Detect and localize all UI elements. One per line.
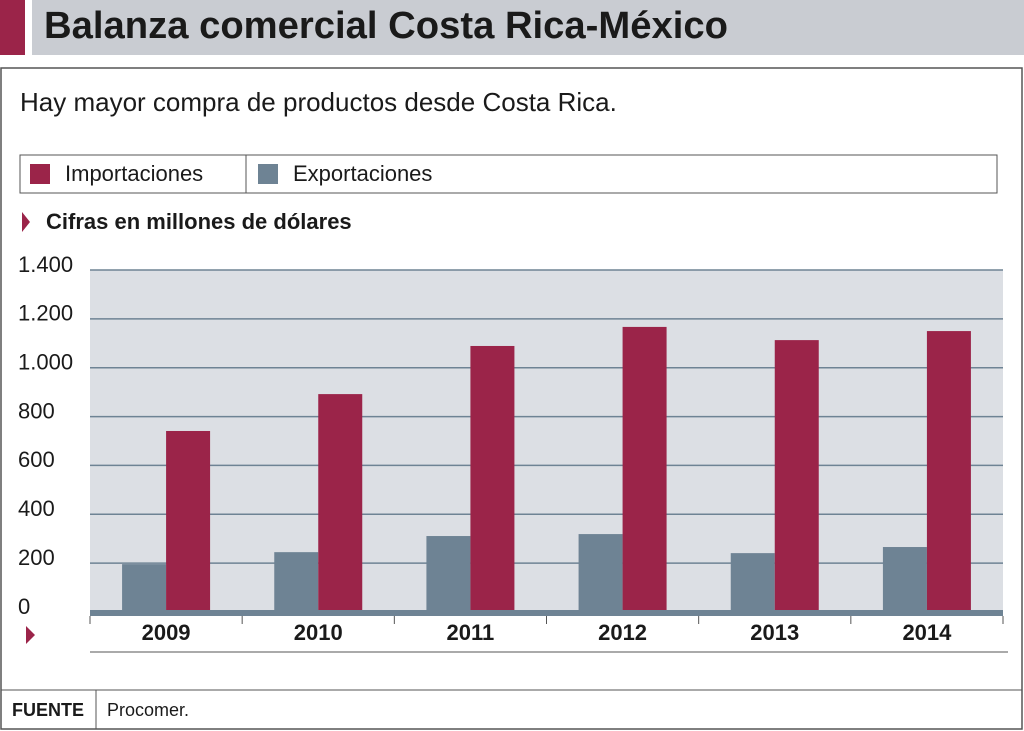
chart-title: Balanza comercial Costa Rica-México [44, 5, 728, 47]
bullet [26, 626, 35, 644]
bar [122, 564, 167, 612]
x-tick-label: 2013 [750, 620, 799, 645]
legend [19, 154, 998, 194]
bar [166, 430, 211, 612]
bar [578, 534, 623, 612]
bar [274, 552, 319, 612]
bar [882, 547, 927, 612]
source: Procomer. [107, 700, 189, 720]
bar [426, 536, 471, 612]
y-tick-label: 1.200 [18, 301, 73, 326]
legend-swatch [258, 164, 278, 184]
title-bar [32, 0, 1024, 55]
x-tick-label: 2014 [902, 620, 952, 645]
y-tick-label: 400 [18, 496, 55, 521]
x-tick-label: 2010 [294, 620, 343, 645]
plot-area [90, 270, 1003, 612]
bar [730, 553, 775, 612]
y-tick-label: 1.000 [18, 350, 73, 375]
legend-swatch [30, 164, 50, 184]
x-tick-label: 2009 [142, 620, 191, 645]
frame [0, 67, 1023, 730]
y-tick-label: 600 [18, 447, 55, 472]
source-label: FUENTE [12, 700, 84, 720]
bar [470, 345, 515, 612]
x-tick-label: 2012 [598, 620, 647, 645]
subtitle: Hay mayor compra de productos desde Cost… [20, 87, 617, 117]
bar [622, 326, 667, 612]
y-tick-label: 0 [18, 594, 30, 619]
y-tick-label: 1.400 [18, 252, 73, 277]
bar [774, 340, 819, 612]
x-tick-label: 2011 [447, 620, 495, 645]
axis-label: Cifras en millones de dólares [46, 209, 352, 234]
bar [318, 394, 363, 612]
y-tick-label: 800 [18, 398, 55, 423]
x-axis [90, 610, 1003, 616]
legend-label: Exportaciones [293, 161, 432, 186]
y-tick-label: 200 [18, 545, 55, 570]
bullet [22, 212, 30, 232]
legend-label: Importaciones [65, 161, 203, 186]
title-accent [0, 0, 25, 55]
bar [926, 331, 971, 612]
